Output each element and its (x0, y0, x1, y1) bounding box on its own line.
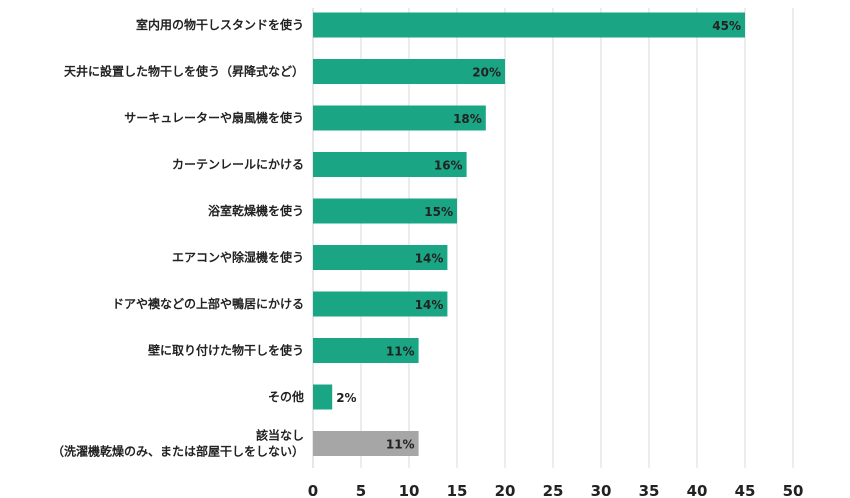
x-tick-label: 0 (308, 482, 318, 498)
bar (313, 291, 448, 317)
category-label: その他 (268, 389, 304, 404)
category-label: カーテンレールにかける (172, 158, 304, 172)
bar (313, 105, 486, 131)
bar (313, 338, 419, 363)
value-label: 15% (424, 205, 453, 219)
x-tick-label: 40 (687, 482, 708, 498)
bar (313, 431, 419, 456)
bar (313, 59, 505, 84)
bar (313, 152, 467, 177)
bar (313, 245, 448, 270)
category-label-line: 壁に取り付けた物干しを使う (148, 343, 304, 358)
category-label: 浴室乾燥機を使う (208, 203, 304, 218)
value-label: 2% (336, 391, 356, 405)
category-label: サーキュレーターや扇風機を使う (124, 110, 304, 125)
x-tick-label: 50 (783, 482, 804, 498)
value-label: 14% (415, 252, 444, 266)
x-tick-label: 20 (495, 482, 516, 498)
bars (313, 12, 745, 456)
category-label: 該当なし（洗濯機乾燥のみ、または部屋干しをしない） (52, 428, 304, 459)
x-tick-label: 30 (591, 482, 612, 498)
x-tick-label: 5 (356, 482, 366, 498)
value-label: 45% (712, 19, 741, 33)
category-label-line: 室内用の物干しスタンドを使う (136, 17, 304, 32)
value-label: 18% (453, 112, 482, 126)
x-tick-label: 15 (447, 482, 468, 498)
category-label: 天井に設置した物干しを使う（昇降式など） (64, 64, 304, 79)
category-label-line: エアコンや除湿機を使う (172, 250, 304, 265)
value-label: 16% (434, 159, 463, 173)
x-axis-ticks: 0 5 10 15 20 25 30 35 40 45 50 (308, 482, 804, 498)
x-tick-label: 10 (399, 482, 420, 498)
category-label-line: （洗濯機乾燥のみ、または部屋干しをしない） (52, 444, 304, 459)
category-label-line: カーテンレールにかける (172, 158, 304, 172)
category-label: エアコンや除湿機を使う (172, 250, 304, 265)
value-label: 20% (472, 66, 501, 80)
gridlines (312, 8, 794, 468)
category-label-line: 該当なし (256, 428, 304, 443)
category-label-line: その他 (268, 389, 304, 404)
category-label-line: 天井に設置した物干しを使う（昇降式など） (64, 64, 304, 79)
category-label-line: ドアや襖などの上部や鴨居にかける (112, 296, 304, 311)
value-label: 14% (415, 298, 444, 312)
x-tick-label: 45 (735, 482, 756, 498)
bar (313, 12, 745, 38)
bar (313, 198, 457, 224)
category-label: 壁に取り付けた物干しを使う (148, 343, 304, 358)
x-tick-label: 25 (543, 482, 564, 498)
category-label-line: サーキュレーターや扇風機を使う (124, 110, 304, 125)
value-label: 11% (386, 438, 415, 452)
value-label: 11% (386, 345, 415, 359)
x-tick-label: 35 (639, 482, 660, 498)
bar (313, 384, 333, 410)
value-labels: 45% 20% 18% 16% 15% 14% 14% 11% 2% 11% (336, 19, 741, 452)
category-label-line: 浴室乾燥機を使う (208, 203, 304, 218)
category-label: 室内用の物干しスタンドを使う (136, 17, 304, 32)
category-label: ドアや襖などの上部や鴨居にかける (112, 296, 304, 311)
